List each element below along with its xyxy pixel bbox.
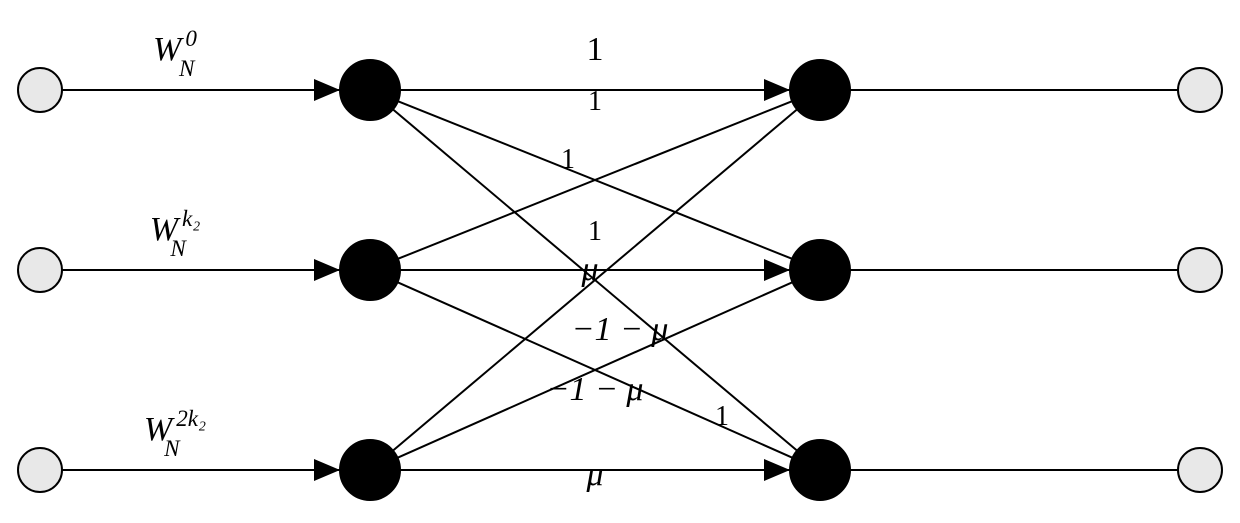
arrowhead-b1-c1 xyxy=(764,259,790,281)
edge-weight-label: μ xyxy=(585,456,603,493)
node-b2 xyxy=(340,440,400,500)
stage1-label-row2: W2k₂N xyxy=(144,406,206,462)
node-c2 xyxy=(790,440,850,500)
arrowhead-a1-b1 xyxy=(314,259,340,281)
node-d0 xyxy=(1178,68,1222,112)
node-b1 xyxy=(340,240,400,300)
stage1-label-row0: W0N xyxy=(153,26,197,82)
edge-weight-label: μ xyxy=(580,251,598,288)
edge-weight-label: 1 xyxy=(587,31,604,68)
edge-weight-label: 1 xyxy=(561,144,575,175)
node-a0 xyxy=(18,68,62,112)
node-a2 xyxy=(18,448,62,492)
edge-weight-label: −1 − μ xyxy=(572,311,669,348)
arrowhead-b2-c2 xyxy=(764,459,790,481)
node-d2 xyxy=(1178,448,1222,492)
node-a1 xyxy=(18,248,62,292)
edge-weight-label: 1 xyxy=(588,216,602,247)
edge-weight-label: −1 − μ xyxy=(547,371,644,408)
arrowhead-b0-c0 xyxy=(764,79,790,101)
arrowhead-a2-b2 xyxy=(314,459,340,481)
butterfly-diagram: W0NWk₂NW2k₂N1111μ−1 − μ−1 − μ1μ xyxy=(0,0,1240,523)
stage1-label-row1: Wk₂N xyxy=(150,206,201,262)
arrowhead-a0-b0 xyxy=(314,79,340,101)
node-c0 xyxy=(790,60,850,120)
edge-weight-label: 1 xyxy=(715,401,729,432)
node-c1 xyxy=(790,240,850,300)
node-d1 xyxy=(1178,248,1222,292)
node-b0 xyxy=(340,60,400,120)
edge-weight-label: 1 xyxy=(588,86,602,117)
